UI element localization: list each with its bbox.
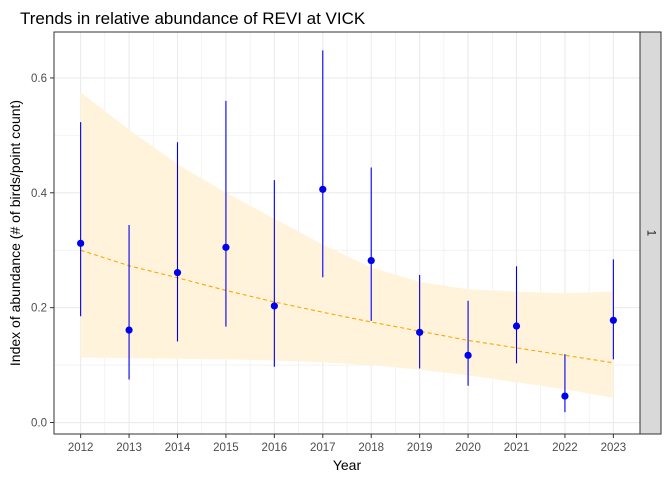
facet-strip-label: 1 xyxy=(645,230,657,236)
ribbon-area xyxy=(80,92,614,398)
x-tick-label: 2017 xyxy=(310,442,336,454)
x-axis: 2012 2013 2014 2015 2016 2017 2018 2019 2020 2021… xyxy=(68,434,626,454)
x-tick-label: 2021 xyxy=(504,442,530,454)
x-tick-label: 2016 xyxy=(262,442,288,454)
x-tick-label: 2018 xyxy=(358,442,384,454)
error-bars xyxy=(80,50,614,413)
y-axis-label: Index of abundance (# of birds/point cou… xyxy=(7,100,23,366)
data-point-2022 xyxy=(561,392,569,400)
data-point-2014 xyxy=(173,269,182,277)
y-tick-label: 0.2 xyxy=(31,303,47,315)
trend-line-path xyxy=(80,249,614,364)
x-tick-label: 2022 xyxy=(552,442,578,454)
data-point-2020 xyxy=(464,351,472,359)
confidence-ribbon xyxy=(80,92,614,398)
data-point-2019 xyxy=(416,328,424,336)
x-tick-label: 2015 xyxy=(213,442,239,454)
x-tick-label: 2013 xyxy=(116,442,142,454)
y-axis: 0.0 0.2 0.4 0.6 xyxy=(31,73,54,430)
x-tick-label: 2014 xyxy=(165,442,191,454)
data-point-2023 xyxy=(609,316,617,324)
data-points xyxy=(77,185,617,400)
x-tick-label: 2020 xyxy=(455,442,481,454)
data-point-2013 xyxy=(125,326,133,334)
trend-line xyxy=(80,249,614,364)
x-axis-label: Year xyxy=(333,457,362,473)
data-point-2021 xyxy=(512,322,521,330)
x-tick-label: 2023 xyxy=(601,442,627,454)
y-tick-label: 0.4 xyxy=(31,188,48,200)
x-tick-label: 2012 xyxy=(68,442,94,454)
y-tick-label: 0.0 xyxy=(31,418,47,430)
data-point-2012 xyxy=(77,239,85,247)
y-tick-label: 0.6 xyxy=(31,73,47,85)
chart-title: Trends in relative abundance of REVI at … xyxy=(20,9,366,28)
facet-strip-background xyxy=(639,31,662,435)
data-point-2016 xyxy=(270,302,278,310)
facet-strip: 1 xyxy=(639,31,662,435)
data-point-2015 xyxy=(222,243,230,251)
data-point-2017 xyxy=(319,185,327,193)
x-tick-label: 2019 xyxy=(407,442,433,454)
data-point-2018 xyxy=(367,256,375,265)
